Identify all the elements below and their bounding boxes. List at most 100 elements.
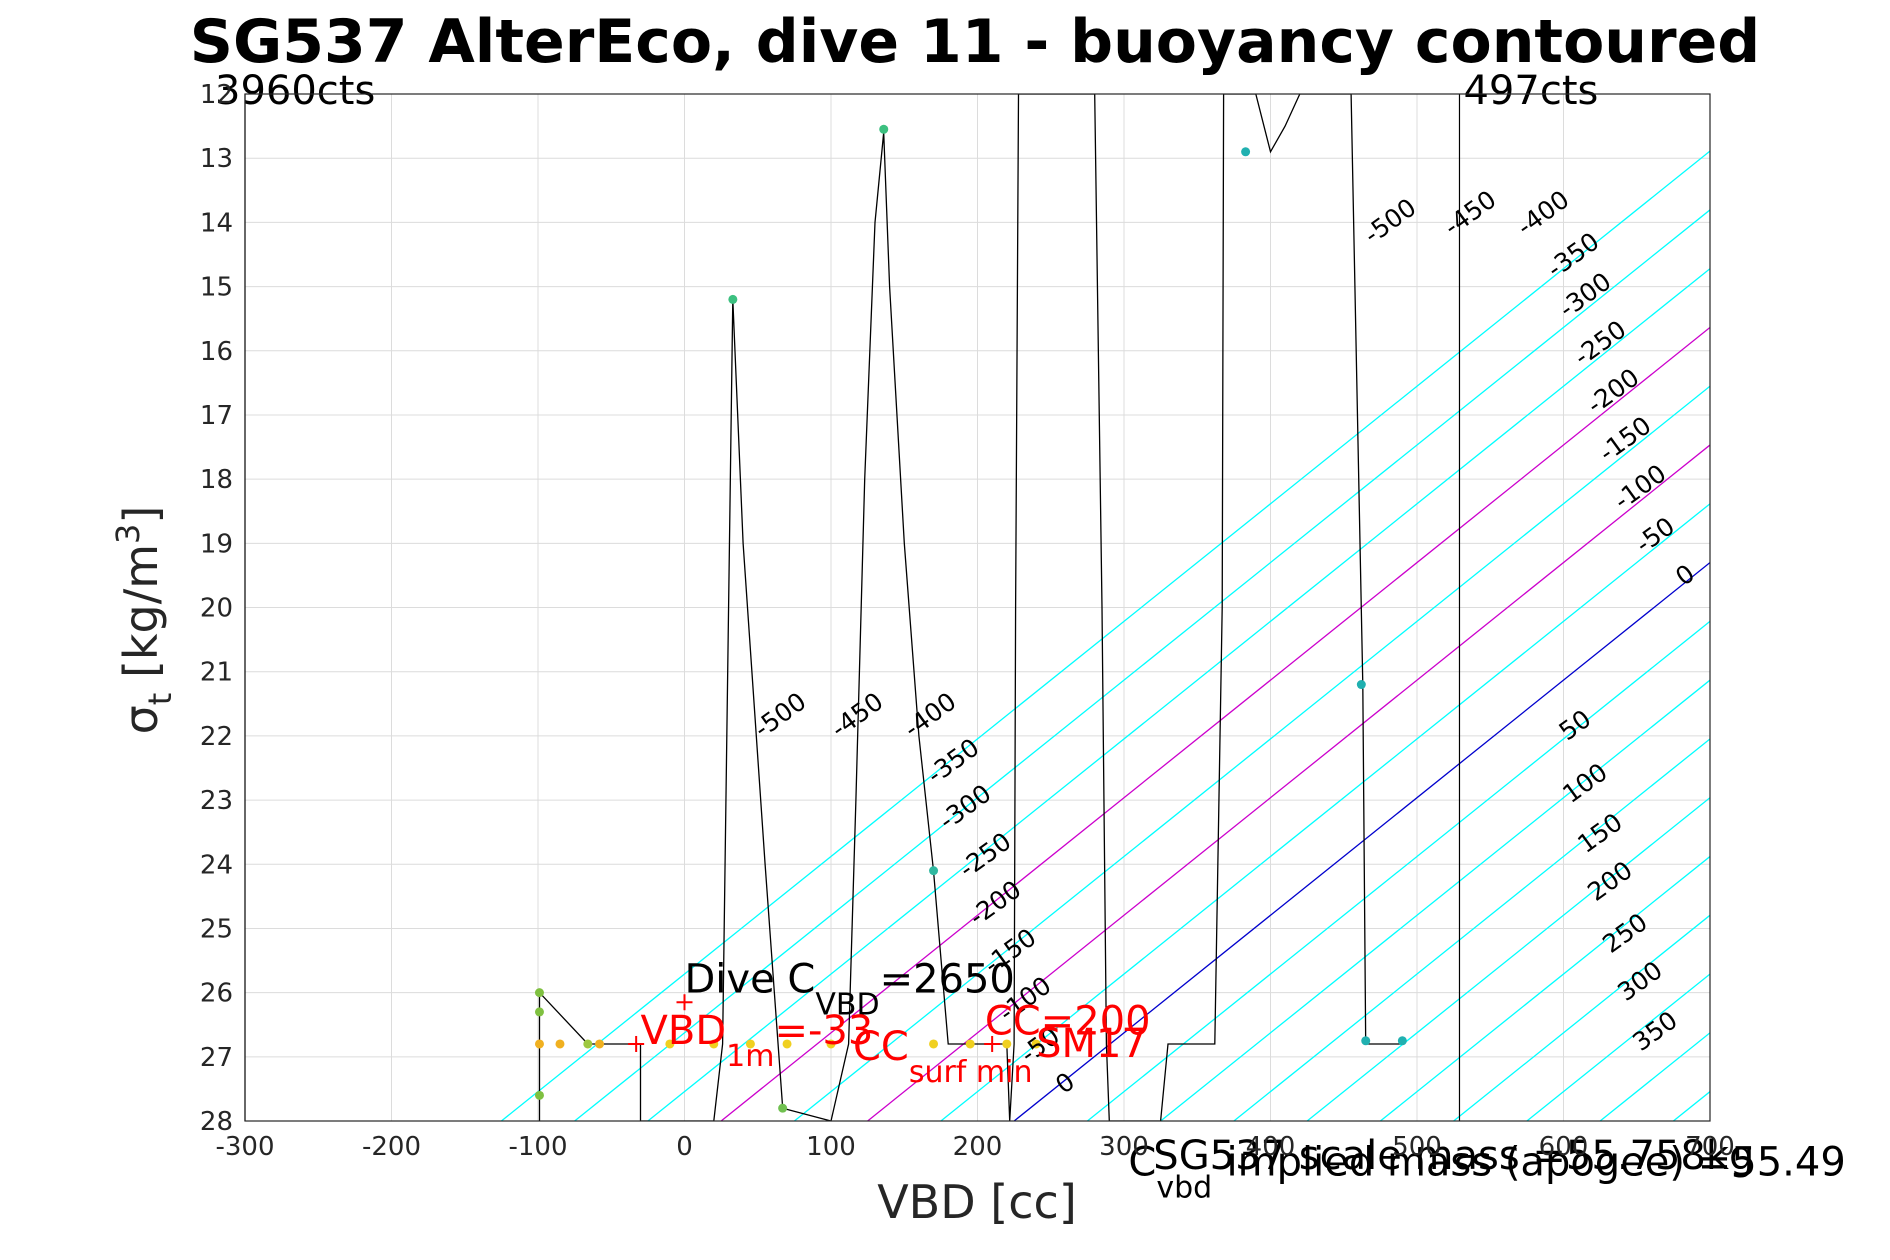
contour-label: 150 — [1572, 807, 1628, 859]
y-tick-label: 24 — [200, 850, 233, 880]
x-tick-label: 200 — [953, 1132, 1003, 1162]
annotation-sub: 1m — [726, 1039, 774, 1074]
y-tick-label: 28 — [200, 1107, 233, 1137]
contour-label: -250 — [1569, 315, 1632, 372]
y-axis-sup: 3 — [109, 524, 147, 544]
data-point — [1241, 147, 1251, 157]
data-point — [583, 1039, 593, 1049]
contour-line — [867, 444, 1710, 1121]
chart-title: SG537 AlterEco, dive 11 - buoyancy conto… — [190, 7, 1761, 77]
annotation: Cvbd — [1128, 1140, 1212, 1206]
x-tick-label: -300 — [215, 1132, 274, 1162]
contour-line — [1013, 561, 1710, 1121]
contour-line — [1747, 94, 1890, 1121]
data-points — [534, 124, 1407, 1113]
y-tick-label: 21 — [200, 658, 233, 688]
contour-label: 350 — [1627, 1005, 1683, 1057]
annotation-text: CC — [853, 1024, 909, 1070]
x-tick-label: -200 — [362, 1132, 421, 1162]
red-plus-marker — [984, 1035, 1001, 1052]
data-point — [595, 1039, 605, 1049]
dive-series — [538, 94, 1403, 1121]
counts-label: 3960cts — [215, 68, 375, 114]
red-plus-marker — [628, 1035, 645, 1052]
contour-line — [1233, 738, 1710, 1121]
red-plus-marker — [676, 994, 693, 1011]
data-point — [1002, 1039, 1012, 1049]
data-point — [778, 1103, 788, 1113]
contour-label: -400 — [1512, 185, 1575, 242]
contour-line — [1453, 914, 1710, 1121]
y-tick-label: 20 — [200, 594, 233, 624]
series-line — [538, 94, 1403, 1121]
y-tick-label: 13 — [200, 144, 233, 174]
y-tick-label: 17 — [200, 401, 233, 431]
data-point — [782, 1039, 792, 1049]
annotation-text: SG537 scale mass =55.758kg — [1153, 1133, 1754, 1179]
annotation: CCsurf min — [853, 1024, 1033, 1090]
data-point — [534, 1007, 544, 1017]
contour-label: -50 — [1630, 511, 1680, 558]
annotation: SG537 scale mass =55.758kg — [1153, 1133, 1754, 1179]
contour-label: 50 — [1554, 704, 1597, 746]
annotation-text: C — [1128, 1140, 1156, 1186]
annotation: CC=200 — [985, 998, 1151, 1044]
y-tick-label: 25 — [200, 914, 233, 944]
annotation-rest: =-33 — [774, 1008, 873, 1054]
contour-line — [500, 150, 1710, 1121]
contour-line — [940, 502, 1710, 1121]
contour-label: -450 — [1439, 185, 1502, 242]
annotation-rest: =200 — [1041, 998, 1151, 1044]
contour-line — [1086, 620, 1710, 1121]
data-point — [1361, 1036, 1371, 1046]
y-tick-labels: 12 13 14 15 16 17 18 19 20 21 22 23 24 25 26 27 28 — [200, 80, 233, 1137]
contour-label: 0 — [1670, 559, 1700, 592]
y-tick-label: 16 — [200, 337, 233, 367]
contour-label: -100 — [1609, 459, 1672, 516]
x-axis-label: VBD [cc] — [877, 1175, 1077, 1229]
annotation: VBD1m=-33 — [641, 1008, 874, 1074]
annotation-sub: surf min — [909, 1055, 1033, 1090]
contour-label: -400 — [899, 687, 962, 744]
y-axis-symbol: σ — [114, 705, 168, 734]
x-tick-label: 500 — [1392, 1132, 1442, 1162]
y-axis-unit: [kg/m — [114, 544, 168, 693]
contour-label: -300 — [934, 779, 997, 836]
contour-label: 300 — [1612, 955, 1668, 1007]
data-point — [745, 1039, 755, 1049]
data-point — [826, 1039, 836, 1049]
data-point — [965, 1039, 975, 1049]
y-tick-label: 26 — [200, 979, 233, 1009]
contour-line — [647, 267, 1710, 1121]
contour-line — [1820, 94, 1890, 1121]
contour-label: -500 — [749, 687, 812, 744]
annotation-text: SM17 — [1036, 1021, 1147, 1067]
y-tick-label: 15 — [200, 273, 233, 303]
x-tick-label: 400 — [1246, 1132, 1296, 1162]
y-tick-label: 12 — [200, 80, 233, 110]
data-point — [879, 124, 889, 134]
annotation-sub: vbd — [1156, 1171, 1212, 1206]
data-point — [534, 988, 544, 998]
y-tick-label: 18 — [200, 465, 233, 495]
contour-label: 250 — [1597, 907, 1653, 959]
annotation: SM17 — [1036, 1021, 1147, 1067]
y-tick-label: 22 — [200, 722, 233, 752]
data-point — [929, 1039, 939, 1049]
data-point — [555, 1039, 565, 1049]
data-point — [929, 866, 939, 876]
data-point — [534, 1039, 544, 1049]
data-point — [709, 1039, 719, 1049]
y-axis-sub: t — [141, 693, 179, 706]
data-point — [1031, 1039, 1041, 1049]
contour-line — [1379, 855, 1710, 1121]
x-tick-label: 700 — [1685, 1132, 1735, 1162]
plot-frame — [244, 93, 1711, 1122]
y-axis-close: ] — [114, 506, 168, 524]
annotation-text: Dive C — [685, 957, 816, 1003]
data-point — [728, 294, 738, 304]
annotation: Dive CVBD=2650 — [685, 957, 1015, 1023]
data-point — [665, 1039, 675, 1049]
